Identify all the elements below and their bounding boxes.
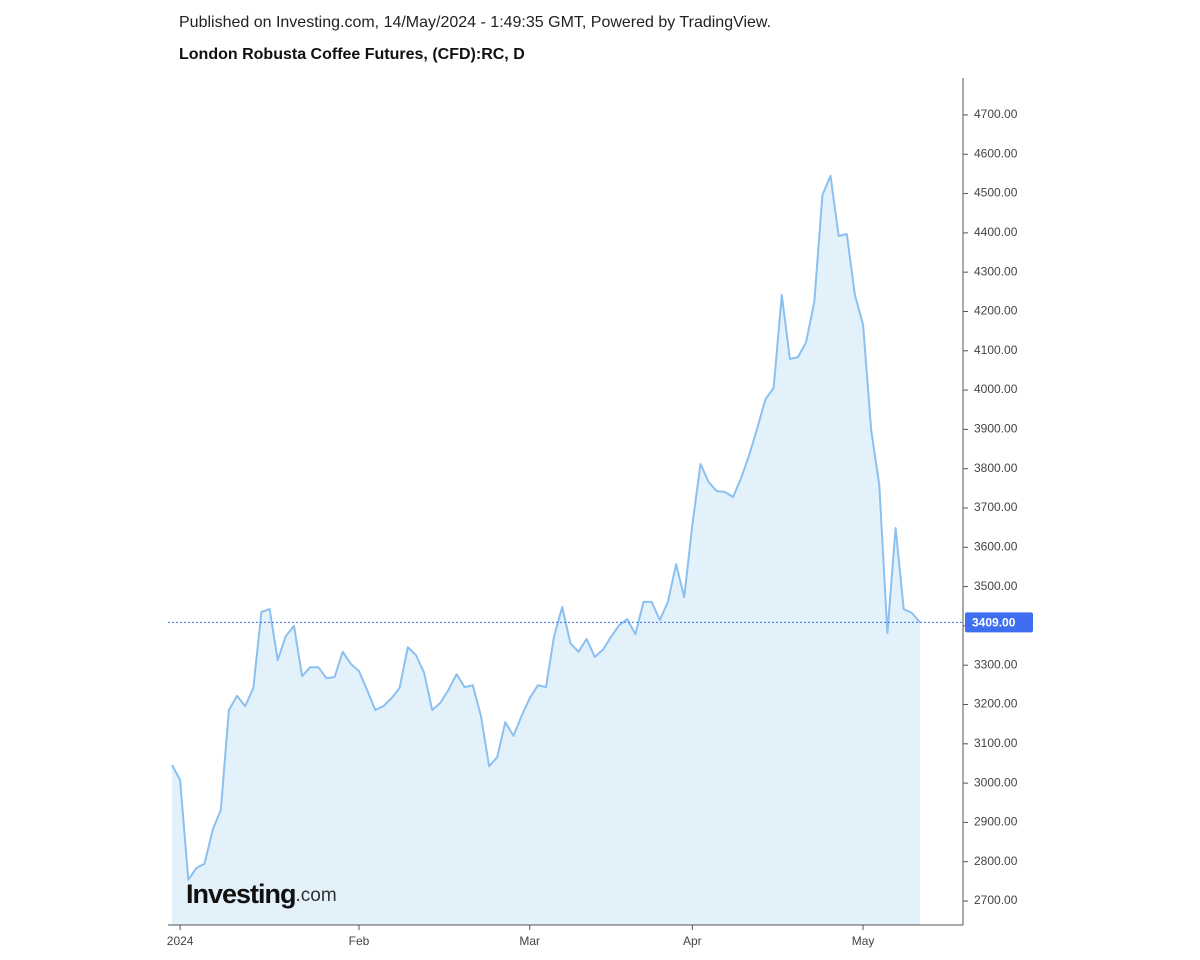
x-tick-label: Apr (683, 934, 702, 948)
y-tick-label: 4400.00 (974, 225, 1018, 239)
y-tick-label: 3700.00 (974, 500, 1018, 514)
chart-title: London Robusta Coffee Futures, (CFD):RC,… (179, 46, 525, 63)
line (171, 174, 921, 881)
y-tick-label: 4000.00 (974, 382, 1018, 396)
y-tick-label: 3900.00 (974, 422, 1018, 436)
y-tick-label: 3200.00 (974, 697, 1018, 711)
y-tick-label: 3800.00 (974, 461, 1018, 475)
x-tick-label: Mar (519, 934, 540, 948)
x-tick-label: May (852, 934, 875, 948)
x-tick-label: 2024 (167, 934, 194, 948)
x-tick-label: Feb (349, 934, 370, 948)
watermark-suffix: .com (296, 885, 337, 906)
y-tick-label: 4300.00 (974, 264, 1018, 278)
y-tick-label: 4600.00 (974, 146, 1018, 160)
last-price-tag (965, 612, 1033, 633)
watermark: Investing.com (186, 879, 337, 909)
last-price-label: 3409.00 (972, 616, 1016, 630)
y-tick-label: 3500.00 (974, 579, 1018, 593)
area (172, 175, 920, 925)
y-tick-label: 4200.00 (974, 304, 1018, 318)
y-tick-label: 2700.00 (974, 893, 1018, 907)
y-tick-label: 2800.00 (974, 854, 1018, 868)
y-tick-label: 2900.00 (974, 815, 1018, 829)
watermark-main: Investing (186, 879, 296, 909)
y-tick-label: 3100.00 (974, 736, 1018, 750)
y-tick-label: 3600.00 (974, 539, 1018, 553)
y-tick-label: 3300.00 (974, 657, 1018, 671)
header: Published on Investing.com, 14/May/2024 … (179, 14, 771, 31)
y-tick-label: 3000.00 (974, 775, 1018, 789)
y-tick-label: 4100.00 (974, 343, 1018, 357)
y-tick-label: 4700.00 (974, 107, 1018, 121)
y-tick-label: 4500.00 (974, 186, 1018, 200)
